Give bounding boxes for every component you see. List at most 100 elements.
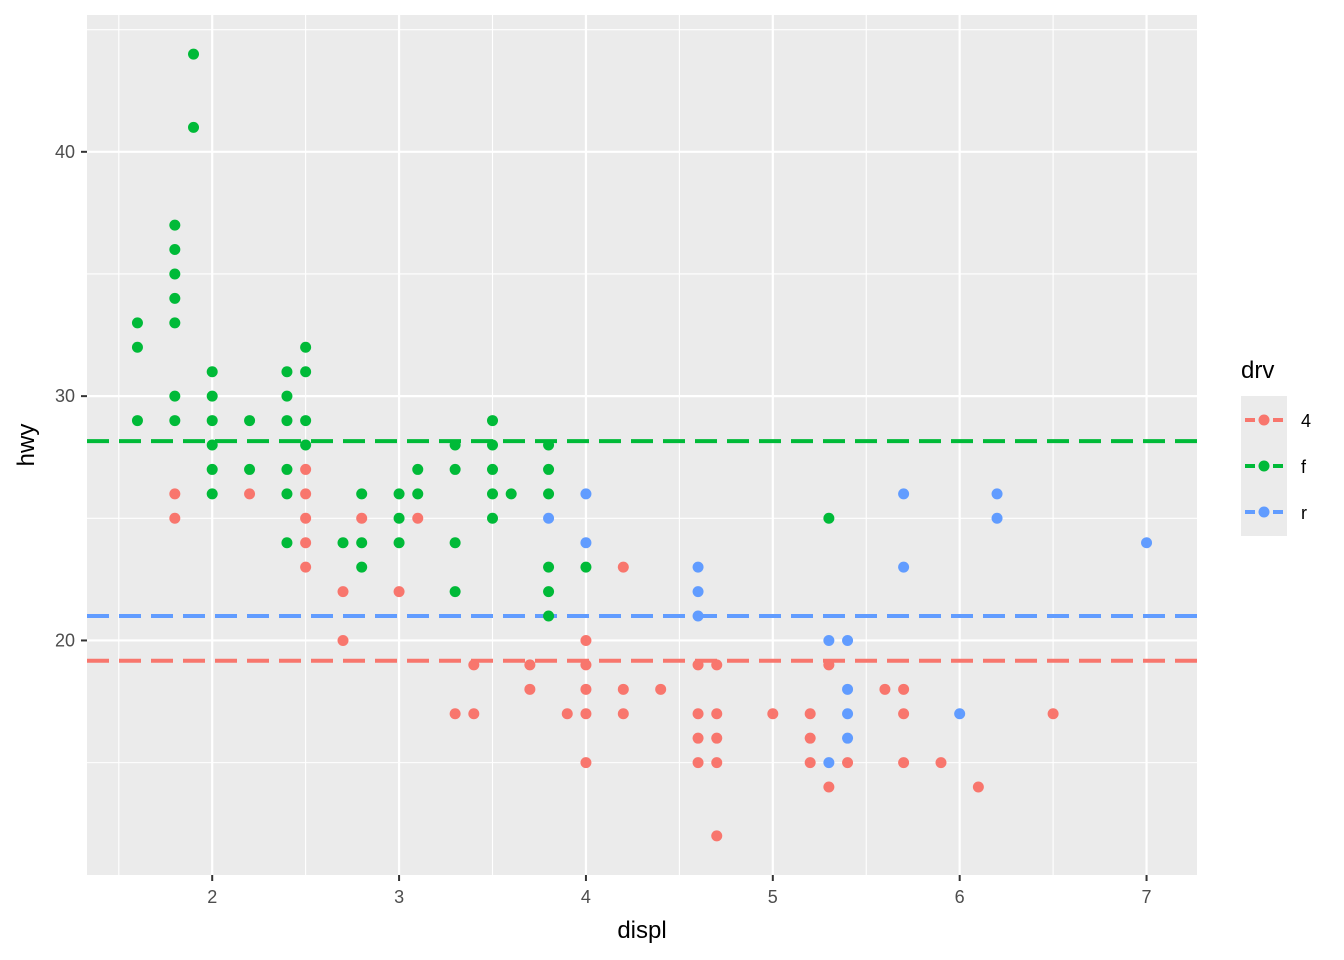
x-tick-label: 2 (207, 887, 217, 907)
point-r (580, 537, 592, 549)
point-f (169, 390, 181, 402)
point-r (692, 586, 704, 598)
point-4 (823, 781, 835, 793)
x-tick-label: 6 (955, 887, 965, 907)
point-f (449, 463, 461, 475)
point-f (449, 537, 461, 549)
point-f (281, 463, 293, 475)
point-f (543, 561, 555, 573)
plot-panel (87, 15, 1197, 875)
legend-key-point-4 (1258, 414, 1270, 426)
point-f (281, 488, 293, 500)
point-f (300, 415, 312, 427)
mean-lines (87, 439, 1197, 663)
point-4 (561, 708, 573, 720)
point-4 (692, 659, 704, 671)
point-f (487, 439, 499, 451)
point-4 (879, 683, 891, 695)
point-4 (804, 757, 816, 769)
point-f (300, 341, 312, 353)
point-4 (655, 683, 667, 695)
minor-gridlines (87, 15, 1197, 875)
point-4 (711, 659, 723, 671)
point-4 (337, 586, 349, 598)
point-4 (1047, 708, 1059, 720)
point-r (842, 634, 854, 646)
point-4 (468, 708, 480, 720)
point-4 (524, 683, 536, 695)
y-tick-label: 40 (55, 142, 75, 162)
legend-key-point-f (1258, 460, 1270, 472)
point-r (898, 561, 910, 573)
point-f (169, 219, 181, 231)
x-tick-label: 5 (768, 887, 778, 907)
point-f (281, 537, 293, 549)
point-f (206, 366, 218, 378)
point-4 (244, 488, 256, 500)
point-4 (524, 659, 536, 671)
y-axis-title: hwy (13, 424, 40, 467)
point-4 (337, 634, 349, 646)
point-4 (300, 463, 312, 475)
legend-title: drv (1241, 357, 1274, 384)
point-f (169, 244, 181, 256)
legend: drv 4 f r (1241, 357, 1311, 536)
point-f (300, 439, 312, 451)
point-4 (692, 732, 704, 744)
y-tick-label: 20 (55, 630, 75, 650)
point-4 (692, 708, 704, 720)
point-r (991, 488, 1003, 500)
point-f (188, 48, 200, 60)
point-f (281, 390, 293, 402)
x-tick-label: 4 (581, 887, 591, 907)
point-r (842, 732, 854, 744)
point-4 (767, 708, 779, 720)
point-r (692, 561, 704, 573)
legend-label-4: 4 (1301, 411, 1311, 431)
point-f (543, 586, 555, 598)
point-f (131, 317, 143, 329)
point-4 (468, 659, 480, 671)
legend-label-r: r (1301, 503, 1307, 523)
legend-label-f: f (1301, 457, 1307, 477)
point-f (206, 415, 218, 427)
x-tick-label: 7 (1142, 887, 1152, 907)
point-4 (169, 512, 181, 524)
major-gridlines (87, 15, 1197, 875)
point-4 (393, 586, 405, 598)
point-f (131, 341, 143, 353)
point-4 (356, 512, 368, 524)
point-r (842, 683, 854, 695)
point-4 (842, 757, 854, 769)
point-4 (804, 732, 816, 744)
x-tick-label: 3 (394, 887, 404, 907)
point-4 (300, 561, 312, 573)
point-f (131, 415, 143, 427)
point-4 (972, 781, 984, 793)
point-4 (617, 683, 629, 695)
point-f (449, 439, 461, 451)
point-4 (300, 488, 312, 500)
point-f (543, 488, 555, 500)
point-4 (580, 659, 592, 671)
point-f (412, 463, 424, 475)
point-4 (898, 708, 910, 720)
point-f (300, 366, 312, 378)
point-f (206, 463, 218, 475)
point-4 (300, 537, 312, 549)
point-4 (617, 561, 629, 573)
point-4 (711, 757, 723, 769)
point-f (823, 512, 835, 524)
legend-key-point-r (1258, 506, 1270, 518)
point-4 (580, 683, 592, 695)
x-axis: 2 3 4 5 6 7 (207, 875, 1152, 907)
point-f (206, 390, 218, 402)
point-f (169, 268, 181, 280)
point-f (169, 415, 181, 427)
point-r (842, 708, 854, 720)
point-f (356, 488, 368, 500)
point-r (823, 757, 835, 769)
point-4 (580, 757, 592, 769)
point-4 (711, 830, 723, 842)
